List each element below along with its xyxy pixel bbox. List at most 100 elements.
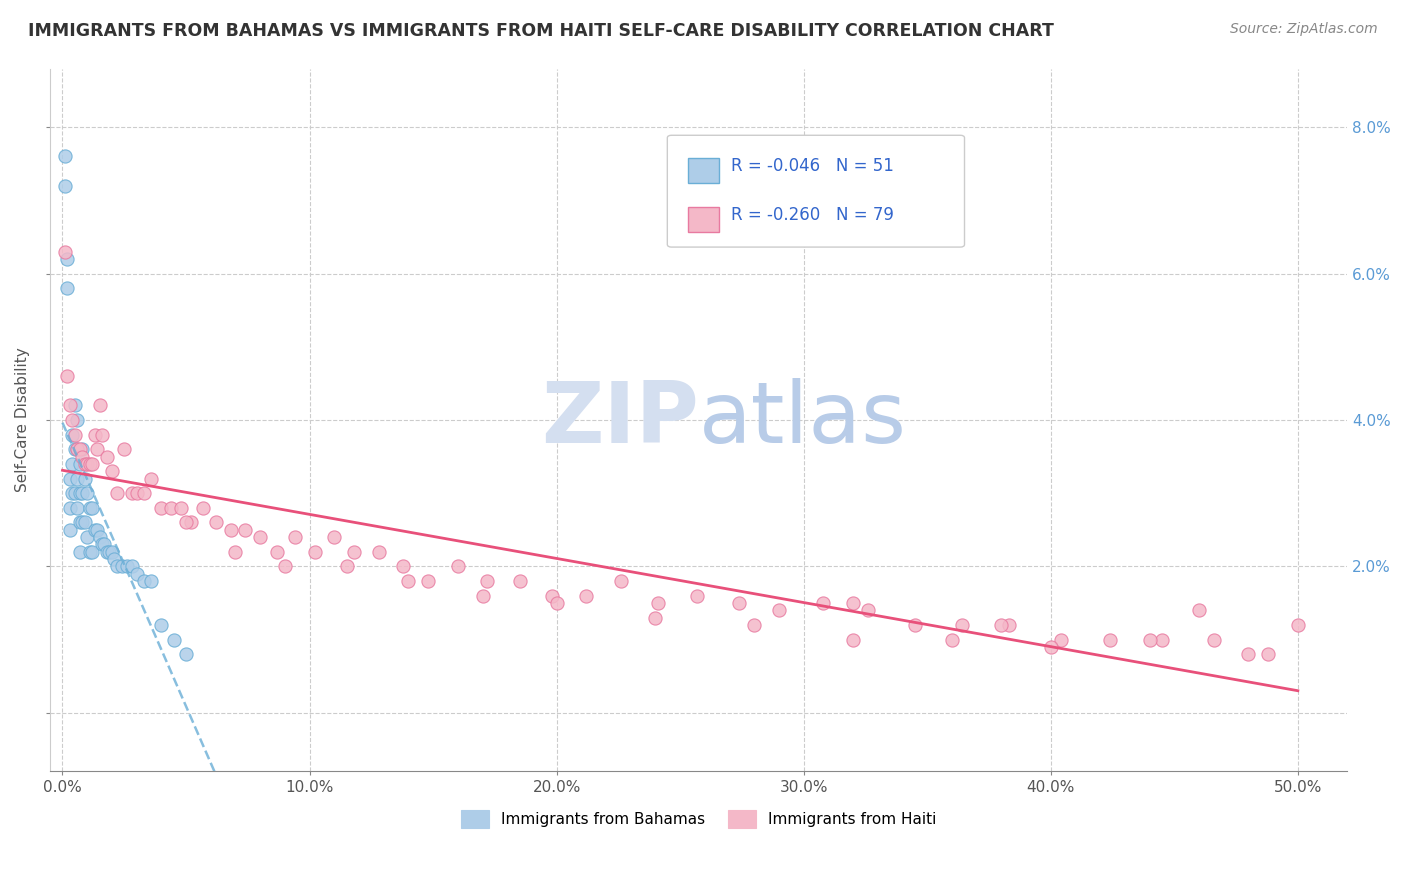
- Point: [66, 442, 89, 457]
- Point: [66, 500, 89, 515]
- Point: [60, 486, 83, 500]
- Point: [121, 559, 143, 574]
- Point: [141, 471, 163, 485]
- Point: [105, 486, 128, 500]
- Point: [180, 516, 202, 530]
- Point: [60, 457, 83, 471]
- Point: [1237, 647, 1260, 661]
- Point: [89, 530, 111, 544]
- Text: IMMIGRANTS FROM BAHAMAS VS IMMIGRANTS FROM HAITI SELF-CARE DISABILITY CORRELATIO: IMMIGRANTS FROM BAHAMAS VS IMMIGRANTS FR…: [28, 22, 1054, 40]
- Point: [73, 471, 96, 485]
- Point: [471, 589, 494, 603]
- Point: [1286, 618, 1309, 632]
- Point: [768, 603, 790, 617]
- Point: [72, 486, 94, 500]
- Text: R = -0.260   N = 79: R = -0.260 N = 79: [731, 206, 893, 224]
- Point: [842, 596, 865, 610]
- Point: [125, 486, 148, 500]
- Point: [103, 552, 125, 566]
- Point: [53, 244, 76, 259]
- Point: [132, 486, 155, 500]
- Point: [53, 178, 76, 193]
- Point: [392, 559, 415, 574]
- Point: [69, 545, 91, 559]
- Point: [1188, 603, 1211, 617]
- Point: [112, 442, 135, 457]
- Point: [170, 500, 193, 515]
- Point: [163, 632, 186, 647]
- Point: [91, 427, 114, 442]
- Point: [728, 596, 751, 610]
- Point: [941, 632, 963, 647]
- Text: R = -0.046   N = 51: R = -0.046 N = 51: [731, 157, 893, 175]
- Point: [69, 442, 91, 457]
- Point: [56, 281, 79, 295]
- Point: [336, 559, 359, 574]
- Text: ZIP: ZIP: [541, 378, 699, 461]
- Point: [82, 457, 104, 471]
- Point: [66, 413, 89, 427]
- Point: [575, 589, 598, 603]
- Point: [98, 545, 121, 559]
- Point: [86, 442, 108, 457]
- Point: [540, 589, 562, 603]
- Point: [66, 471, 89, 485]
- Point: [323, 530, 346, 544]
- Point: [72, 442, 94, 457]
- Point: [249, 530, 271, 544]
- Point: [76, 486, 98, 500]
- Point: [193, 500, 215, 515]
- Point: [86, 523, 108, 537]
- Point: [141, 574, 163, 588]
- Point: [174, 516, 197, 530]
- Point: [56, 369, 79, 384]
- Point: [105, 559, 128, 574]
- Point: [1099, 632, 1122, 647]
- Point: [69, 457, 91, 471]
- Point: [842, 632, 865, 647]
- Point: [79, 457, 101, 471]
- Point: [59, 523, 82, 537]
- Point: [72, 516, 94, 530]
- Point: [219, 523, 242, 537]
- Y-axis label: Self-Care Disability: Self-Care Disability: [15, 348, 30, 492]
- Point: [418, 574, 440, 588]
- Point: [91, 537, 114, 551]
- Point: [59, 398, 82, 412]
- Point: [66, 442, 89, 457]
- Point: [63, 427, 86, 442]
- Point: [59, 471, 82, 485]
- Point: [93, 537, 115, 551]
- Point: [950, 618, 973, 632]
- Point: [509, 574, 531, 588]
- Point: [132, 574, 155, 588]
- Point: [686, 589, 709, 603]
- Point: [367, 545, 389, 559]
- Point: [990, 618, 1012, 632]
- Point: [813, 596, 835, 610]
- Point: [83, 427, 105, 442]
- Point: [160, 500, 183, 515]
- Point: [150, 500, 173, 515]
- Point: [742, 618, 765, 632]
- Point: [284, 530, 307, 544]
- Point: [1202, 632, 1225, 647]
- Point: [82, 500, 104, 515]
- Point: [111, 559, 134, 574]
- Point: [69, 486, 91, 500]
- Point: [73, 457, 96, 471]
- Point: [343, 545, 366, 559]
- Point: [233, 523, 256, 537]
- Point: [96, 450, 118, 464]
- Point: [96, 545, 118, 559]
- Point: [73, 516, 96, 530]
- Point: [396, 574, 419, 588]
- Legend: Immigrants from Bahamas, Immigrants from Haiti: Immigrants from Bahamas, Immigrants from…: [456, 804, 942, 834]
- Point: [1049, 632, 1071, 647]
- Point: [224, 545, 246, 559]
- Point: [101, 545, 124, 559]
- Point: [56, 252, 79, 266]
- Point: [150, 618, 173, 632]
- Point: [546, 596, 568, 610]
- Point: [304, 545, 326, 559]
